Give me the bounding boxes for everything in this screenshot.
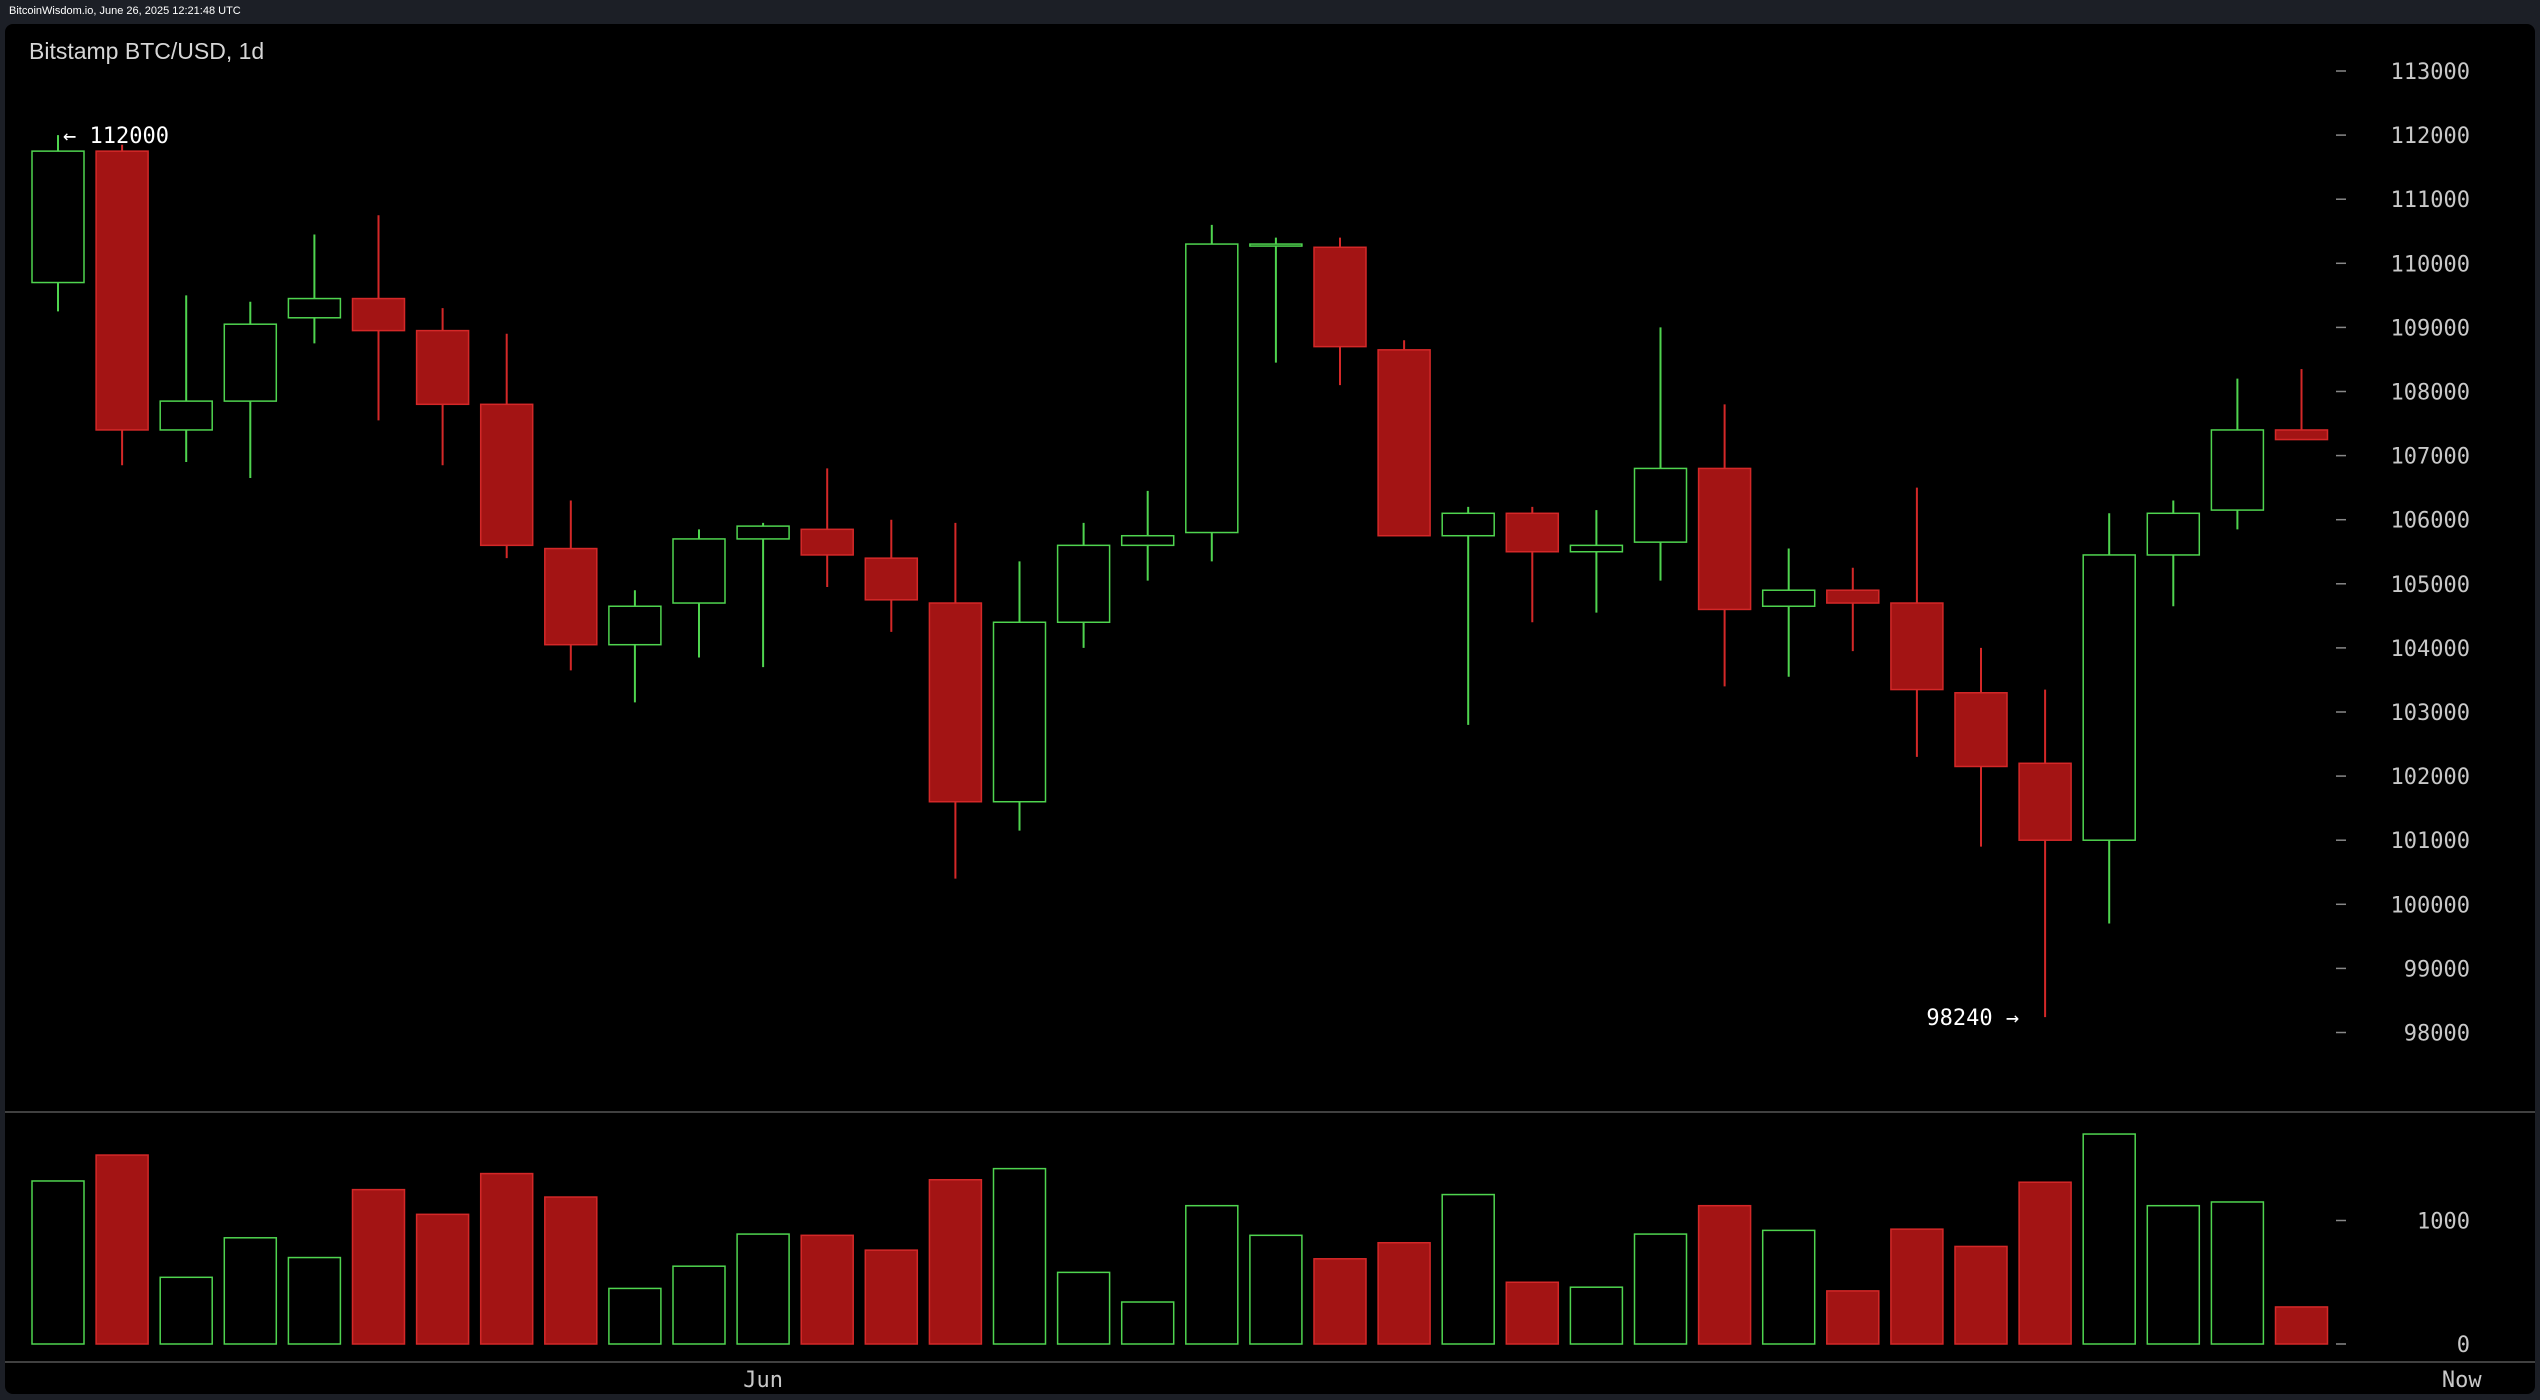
candle-body	[800, 528, 854, 556]
volume-bar	[2082, 1133, 2136, 1345]
candle-body	[1633, 467, 1688, 543]
volume-bar	[1890, 1228, 1944, 1345]
candle-body	[2274, 429, 2329, 441]
candle-body	[1249, 243, 1303, 247]
volume-bar	[1377, 1241, 1431, 1345]
volume-bar	[1633, 1233, 1688, 1345]
volume-tick-label: 1000	[2417, 1210, 2470, 1235]
candle-body	[608, 605, 662, 646]
candle-body	[1569, 544, 1624, 553]
volume-bar	[223, 1237, 278, 1345]
volume-bar	[672, 1265, 726, 1345]
volume-bar	[1313, 1258, 1367, 1345]
candle-body	[1697, 467, 1752, 611]
candle-body	[1056, 544, 1111, 624]
candle-body	[351, 297, 406, 332]
header-timestamp: BitcoinWisdom.io, June 26, 2025 12:21:48…	[9, 5, 241, 17]
volume-bar	[287, 1256, 342, 1345]
price-tick-label: 107000	[2391, 445, 2470, 470]
candle-body	[1505, 512, 1560, 553]
volume-tick-label: 0	[2457, 1333, 2470, 1358]
candle-body	[2210, 429, 2265, 511]
volume-bar	[1505, 1281, 1560, 1345]
candle-body	[2146, 512, 2201, 556]
candle-body	[2082, 554, 2136, 841]
volume-bar	[2274, 1306, 2329, 1345]
x-axis-label: Jun	[743, 1368, 783, 1393]
candle-body	[1441, 512, 1495, 537]
price-tick-label: 106000	[2391, 509, 2470, 534]
volume-bar	[415, 1213, 470, 1345]
candle-body	[159, 400, 213, 431]
price-tick-label: 102000	[2391, 765, 2470, 790]
price-tick-label: 113000	[2391, 60, 2470, 85]
chart-title: Bitstamp BTC/USD, 1d	[29, 38, 265, 64]
volume-bar	[1249, 1234, 1303, 1345]
price-tick-label: 100000	[2391, 893, 2470, 918]
candle-body	[1313, 246, 1367, 348]
volume-bar	[1569, 1286, 1624, 1345]
volume-bar	[1954, 1245, 2008, 1345]
candle-body	[95, 150, 149, 431]
price-annotation: 98240 →	[1926, 1006, 2019, 1031]
candle-body	[1826, 589, 1880, 604]
candle-body	[1185, 243, 1239, 534]
volume-bar	[2018, 1181, 2072, 1345]
volume-bar	[736, 1233, 790, 1345]
volume-bar	[992, 1167, 1047, 1345]
volume-bar	[608, 1287, 662, 1345]
volume-bar	[95, 1154, 149, 1345]
volume-bar	[928, 1178, 983, 1345]
volume-bar	[351, 1188, 406, 1345]
candle-body	[672, 538, 726, 604]
volume-bar	[1441, 1193, 1495, 1345]
price-tick-label: 112000	[2391, 124, 2470, 149]
volume-bar	[1185, 1204, 1239, 1345]
price-tick-label: 101000	[2391, 829, 2470, 854]
candle-body	[736, 525, 790, 540]
candle-body	[1120, 534, 1175, 547]
volume-bar	[31, 1180, 85, 1345]
volume-bar	[864, 1249, 919, 1345]
candle-body	[415, 329, 470, 406]
volume-bar	[1826, 1290, 1880, 1345]
volume-bar	[1761, 1229, 1816, 1345]
price-tick-label: 103000	[2391, 701, 2470, 726]
volume-bar	[1120, 1301, 1175, 1345]
candle-body	[479, 403, 534, 547]
volume-bar	[544, 1196, 598, 1345]
volume-bar	[1697, 1204, 1752, 1345]
price-tick-label: 110000	[2391, 252, 2470, 277]
volume-bar	[2210, 1201, 2265, 1345]
price-tick-label: 105000	[2391, 573, 2470, 598]
candle-body	[223, 323, 278, 402]
candle-body	[2018, 762, 2072, 841]
candle-body	[1377, 349, 1431, 537]
candle-body	[992, 621, 1047, 803]
price-tick-label: 104000	[2391, 637, 2470, 662]
candle-body	[1954, 692, 2008, 768]
volume-bar	[2146, 1204, 2201, 1345]
candle-body	[928, 602, 983, 803]
price-annotation: ← 112000	[63, 124, 169, 149]
price-tick-label: 99000	[2404, 957, 2470, 982]
price-tick-label: 98000	[2404, 1022, 2470, 1047]
price-tick-label: 108000	[2391, 381, 2470, 406]
volume-bar	[159, 1276, 213, 1345]
candle-body	[1761, 589, 1816, 607]
volume-bar	[800, 1234, 854, 1345]
x-axis-label: Now	[2442, 1368, 2482, 1393]
candle-body	[864, 557, 919, 601]
price-tick-label: 111000	[2391, 188, 2470, 213]
volume-bar	[1056, 1271, 1111, 1345]
candle-body	[1890, 602, 1944, 691]
price-tick-label: 109000	[2391, 316, 2470, 341]
volume-bar	[479, 1172, 534, 1345]
candle-body	[287, 297, 342, 319]
candle-body	[31, 150, 85, 284]
header-bar: BitcoinWisdom.io, June 26, 2025 12:21:48…	[0, 0, 2540, 24]
candle-body	[544, 547, 598, 646]
